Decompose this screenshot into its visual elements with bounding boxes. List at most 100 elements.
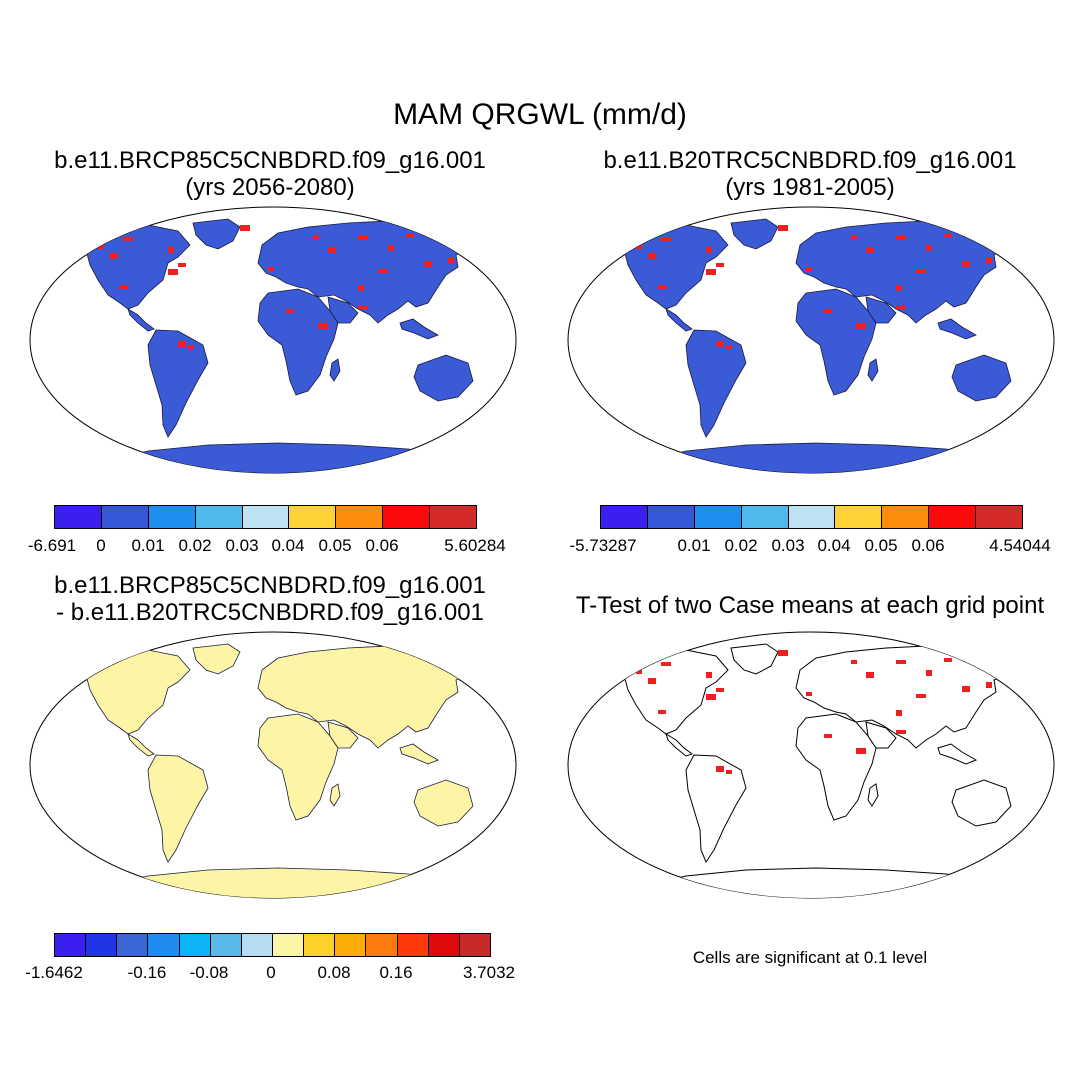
significant-cell [856,323,866,329]
significant-cell [962,686,970,692]
significant-cell [378,269,388,273]
significant-cell [98,245,104,249]
central-america-landmass [127,308,155,332]
colorbar-label: 0.02 [724,536,758,555]
panel-2-subtitle: (yrs 1981-2005) [725,174,895,201]
colorbar-label: -1.6462 [25,963,83,982]
significant-cell [706,247,712,253]
significant-cell [636,670,642,674]
significant-cell [824,734,832,738]
colorbar-swatch [383,506,431,528]
significant-cell [851,235,857,239]
panel-4-title: T-Test of two Case means at each grid po… [575,592,1045,619]
colorbar-swatch [304,934,336,956]
significant-cell [318,323,328,329]
south-america-landmass [147,754,209,863]
significant-cell [806,692,812,696]
colorbar-swatch [148,934,180,956]
figure-title: MAM QRGWL (mm/d) [393,98,687,131]
colorbar-swatch [929,506,977,528]
north-america-landmass [82,224,191,310]
colorbar-label: 3.7032 [463,963,515,982]
significant-cell [123,237,133,241]
panel-3-subtitle: - b.e11.B20TRC5CNBDRD.f09_g16.001 [56,599,484,626]
australia-landmass [413,779,474,827]
map-land-group [620,643,1037,898]
colorbar-label: 4.54044 [989,536,1051,555]
arabia-landmass [327,721,359,749]
north-america-landmass [82,649,191,735]
south-america-landmass [685,329,747,438]
colorbar-swatch [397,934,429,956]
australia-landmass [413,354,474,402]
colorbar-swatch [55,934,87,956]
colorbar-swatch [210,934,242,956]
significant-cell [110,253,118,259]
significant-cell [970,656,980,662]
significant-cell [726,770,732,774]
colorbar-swatch [835,506,883,528]
colorbar-swatch [882,506,930,528]
colorbar-swatch [241,934,273,956]
colorbar-swatch [272,934,305,956]
africa-landmass [257,713,339,821]
significant-cell [328,247,336,253]
significant-cell [970,231,980,237]
significant-cell [286,309,294,313]
colorbar-swatch [148,506,196,528]
significant-cell [313,235,319,239]
significant-cell [866,672,874,678]
colorbar-swatch [428,934,460,956]
significant-cell [658,285,666,289]
colorbar-swatch [179,934,211,956]
map-land-group [82,643,499,898]
significant-cell [851,660,857,664]
colorbar-swatch [788,506,836,528]
greenland-landmass [730,218,779,250]
significant-cell [358,305,368,309]
australia-landmass [951,779,1012,827]
significant-cell [806,267,812,271]
significant-cell [896,660,906,664]
colorbar-swatch [741,506,789,528]
significant-cell [896,285,902,291]
significant-cell [648,253,656,259]
significant-cell [388,245,394,251]
significant-cell [778,650,788,656]
significant-cell [916,694,926,698]
colorbar-label: 0.01 [677,536,711,555]
colorbar-label: -5.73287 [569,536,637,555]
colorbar-label: 0.03 [771,536,805,555]
significant-cell [178,263,186,267]
significant-cell [706,694,716,700]
significant-cell [188,345,194,349]
africa-landmass [795,713,877,821]
colorbar-swatch [694,506,742,528]
colorbar-swatch [647,506,695,528]
colorbar-swatch [976,506,1023,528]
madagascar-landmass [867,358,879,382]
significant-cell [424,261,432,267]
significant-cell [716,341,724,347]
significant-cell [661,662,671,666]
central-america-landmass [665,308,693,332]
indonesia-landmass [399,318,439,340]
madagascar-landmass [867,783,879,807]
significant-cell [168,247,174,253]
significant-cell [716,263,724,267]
significant-cell [824,309,832,313]
colorbar-swatch [195,506,243,528]
arabia-landmass [327,296,359,324]
central-america-landmass [127,733,155,757]
colorbar-difference [54,933,491,957]
colorbar-swatch [336,506,384,528]
colorbar-swatch [55,506,102,528]
colorbar-label: 0.06 [911,536,945,555]
significant-cell [986,257,992,263]
significant-cell [240,225,250,231]
africa-landmass [795,288,877,396]
south-america-landmass [685,754,747,864]
colorbar-swatch [601,506,648,528]
significant-cell [896,235,906,239]
significant-cell [168,269,178,275]
